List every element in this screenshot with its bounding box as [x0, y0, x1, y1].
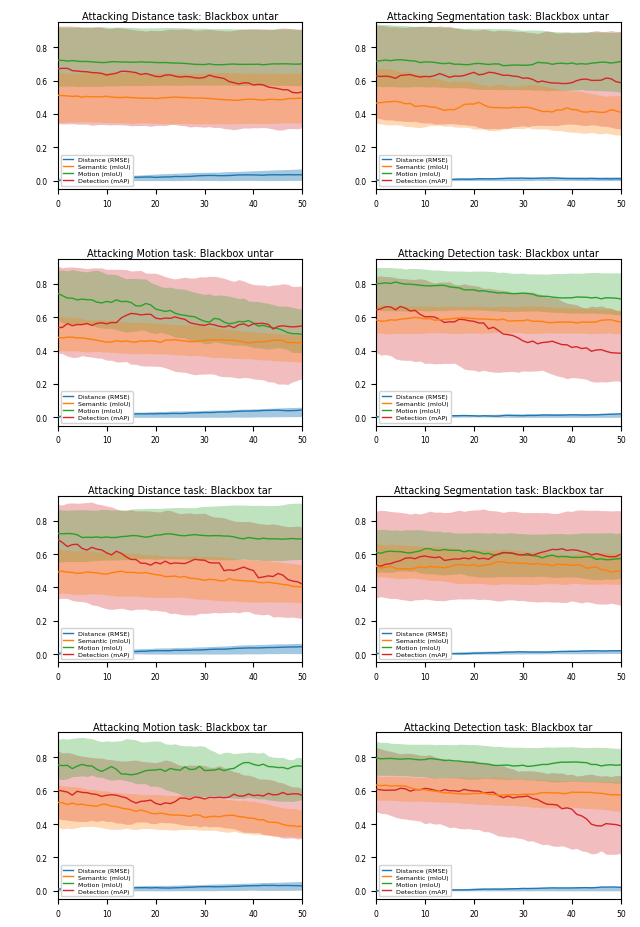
- Title: Attacking Motion task: Blackbox untar: Attacking Motion task: Blackbox untar: [87, 249, 273, 259]
- Title: Attacking Detection task: Blackbox tar: Attacking Detection task: Blackbox tar: [404, 722, 593, 732]
- Legend: Distance (RMSE), Semantic (mIoU), Motion (mIoU), Detection (mAP): Distance (RMSE), Semantic (mIoU), Motion…: [61, 156, 132, 186]
- Title: Attacking Distance task: Blackbox tar: Attacking Distance task: Blackbox tar: [88, 486, 272, 495]
- Title: Attacking Distance task: Blackbox untar: Attacking Distance task: Blackbox untar: [82, 12, 278, 22]
- Legend: Distance (RMSE), Semantic (mIoU), Motion (mIoU), Detection (mAP): Distance (RMSE), Semantic (mIoU), Motion…: [61, 392, 132, 423]
- Title: Attacking Motion task: Blackbox tar: Attacking Motion task: Blackbox tar: [93, 722, 267, 732]
- Legend: Distance (RMSE), Semantic (mIoU), Motion (mIoU), Detection (mAP): Distance (RMSE), Semantic (mIoU), Motion…: [379, 392, 451, 423]
- Title: Attacking Segmentation task: Blackbox tar: Attacking Segmentation task: Blackbox ta…: [394, 486, 603, 495]
- Legend: Distance (RMSE), Semantic (mIoU), Motion (mIoU), Detection (mAP): Distance (RMSE), Semantic (mIoU), Motion…: [379, 865, 451, 896]
- Legend: Distance (RMSE), Semantic (mIoU), Motion (mIoU), Detection (mAP): Distance (RMSE), Semantic (mIoU), Motion…: [379, 629, 451, 660]
- Title: Attacking Segmentation task: Blackbox untar: Attacking Segmentation task: Blackbox un…: [387, 12, 609, 22]
- Legend: Distance (RMSE), Semantic (mIoU), Motion (mIoU), Detection (mAP): Distance (RMSE), Semantic (mIoU), Motion…: [61, 865, 132, 896]
- Title: Attacking Detection task: Blackbox untar: Attacking Detection task: Blackbox untar: [398, 249, 599, 259]
- Legend: Distance (RMSE), Semantic (mIoU), Motion (mIoU), Detection (mAP): Distance (RMSE), Semantic (mIoU), Motion…: [379, 156, 451, 186]
- Legend: Distance (RMSE), Semantic (mIoU), Motion (mIoU), Detection (mAP): Distance (RMSE), Semantic (mIoU), Motion…: [61, 629, 132, 660]
